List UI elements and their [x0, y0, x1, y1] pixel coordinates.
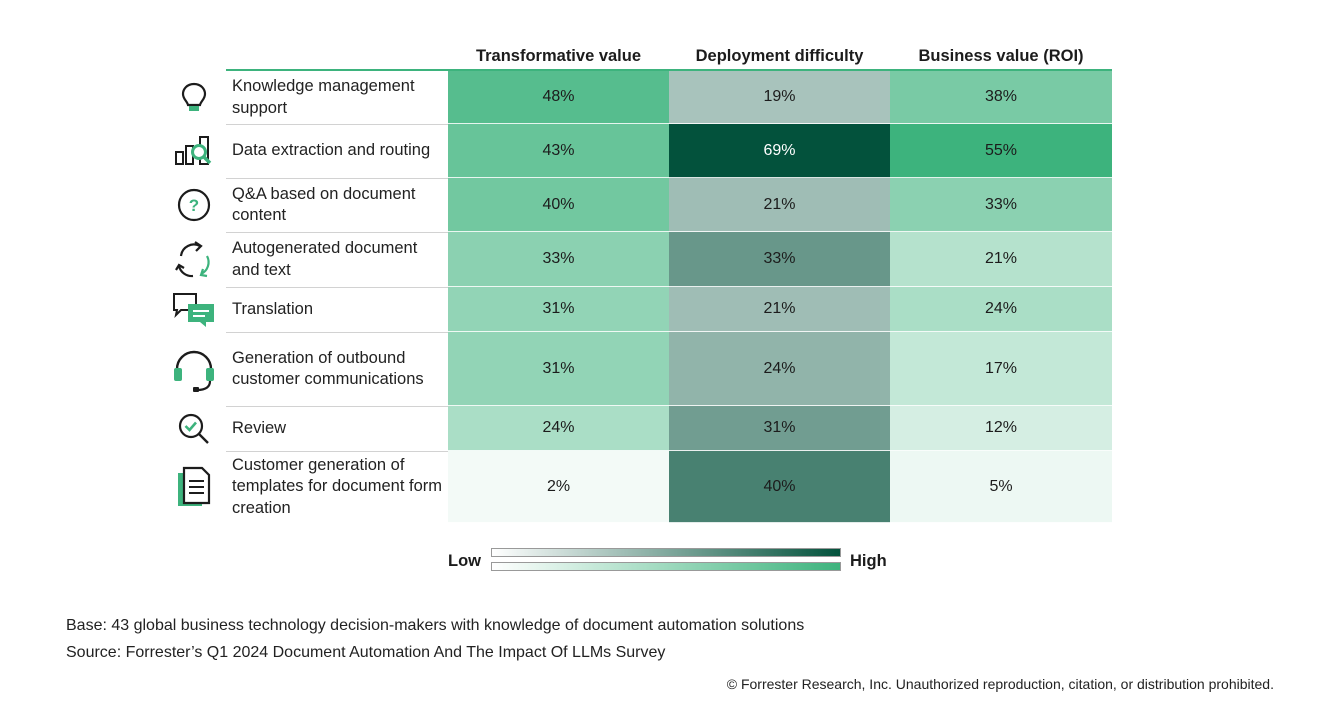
heatmap-cell: 19%: [669, 71, 890, 124]
magnify-check-icon: [166, 406, 222, 451]
heatmap-cell: 24%: [448, 406, 669, 451]
heatmap-cell: 17%: [890, 332, 1112, 406]
copyright-note: © Forrester Research, Inc. Unauthorized …: [726, 676, 1274, 692]
row-label-7: Customer generation of templates for doc…: [232, 455, 443, 517]
question-circle-icon: ?: [166, 178, 222, 232]
column-header-2: Business value (ROI): [918, 47, 1084, 65]
chat-bubbles-icon: [166, 287, 222, 332]
heatmap-cell: 31%: [448, 287, 669, 332]
legend-high-label: High: [850, 552, 887, 570]
row-label-5: Generation of outbound customer communic…: [232, 348, 424, 389]
row-divider: [226, 232, 448, 233]
base-note: Base: 43 global business technology deci…: [66, 617, 805, 634]
row-divider: [226, 332, 448, 333]
row-divider: [226, 287, 448, 288]
heatmap-cell: 5%: [890, 451, 1112, 523]
heatmap-cell: 40%: [448, 178, 669, 232]
row-divider: [226, 178, 448, 179]
heatmap-cell: 21%: [890, 232, 1112, 287]
heatmap-cell: 21%: [669, 178, 890, 232]
row-label-0: Knowledge management support: [232, 77, 415, 117]
heatmap-cell: 33%: [890, 178, 1112, 232]
row-label-2: Q&A based on document content: [232, 184, 416, 225]
heatmap-cell: 24%: [669, 332, 890, 406]
heatmap-cell: 33%: [448, 232, 669, 287]
heatmap-cell: 12%: [890, 406, 1112, 451]
row-label-6: Review: [232, 418, 287, 437]
document-icon: [166, 451, 222, 523]
header-divider: [226, 69, 1112, 71]
refresh-cycle-icon: [166, 232, 222, 287]
heatmap-cell: 43%: [448, 124, 669, 178]
heatmap-cell: 40%: [669, 451, 890, 523]
row-label-1: Data extraction and routing: [232, 141, 431, 160]
row-divider: [226, 124, 448, 125]
heatmap-cell: 48%: [448, 71, 669, 124]
column-header-1: Deployment difficulty: [695, 47, 864, 65]
heatmap-cell: 69%: [669, 124, 890, 178]
heatmap-cell: 24%: [890, 287, 1112, 332]
row-label-4: Translation: [232, 299, 314, 318]
column-header-0: Transformative value: [475, 47, 642, 65]
row-divider: [226, 451, 448, 452]
row-label-3: Autogenerated document and text: [232, 239, 418, 279]
heatmap-cell: 31%: [669, 406, 890, 451]
data-search-icon: [166, 124, 222, 178]
svg-text:?: ?: [189, 196, 199, 215]
heatmap-cell: 55%: [890, 124, 1112, 178]
headset-icon: [166, 332, 222, 406]
heatmap-cell: 33%: [669, 232, 890, 287]
source-note: Source: Forrester’s Q1 2024 Document Aut…: [66, 644, 666, 661]
legend-difficulty-gradient: [491, 548, 841, 557]
row-divider: [226, 406, 448, 407]
heatmap-cell: 2%: [448, 451, 669, 523]
legend-value-gradient: [491, 562, 841, 571]
lightbulb-icon: [166, 71, 222, 124]
heatmap-cell: 38%: [890, 71, 1112, 124]
heatmap-cell: 21%: [669, 287, 890, 332]
legend-low-label: Low: [448, 552, 481, 570]
heatmap-cell: 31%: [448, 332, 669, 406]
